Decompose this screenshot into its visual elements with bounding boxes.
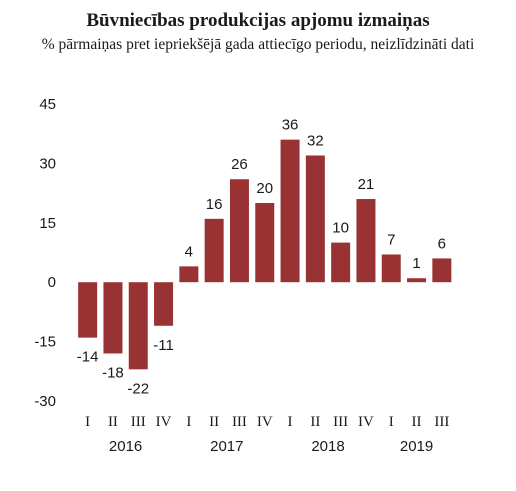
x-tick-label: I [389,414,394,430]
x-tick-label: III [131,414,146,430]
x-tick-label: I [85,414,90,430]
data-label: 26 [231,156,248,173]
data-label: 36 [282,117,299,134]
y-axis: 45 30 15 0 -15 -30 [34,96,56,410]
bar [103,282,123,354]
x-tick-label: II [108,414,118,430]
year-label: 2019 [400,438,433,455]
x-tick-label: IV [257,414,273,430]
x-tick-label: II [412,414,422,430]
bar [331,242,351,283]
x-tick-label: II [209,414,219,430]
data-label: 21 [358,176,375,193]
bar [356,199,376,283]
year-label: 2018 [311,438,344,455]
data-label: 4 [185,243,193,260]
data-label: 16 [206,196,223,213]
data-label: -11 [153,337,174,354]
x-tick-label: III [434,414,449,430]
y-tick-label: 15 [39,215,56,232]
data-label: -22 [127,380,149,397]
y-tick-label: -15 [34,334,56,351]
x-tick-label: I [288,414,293,430]
y-tick-label: 30 [39,155,56,172]
y-tick-label: 0 [48,274,56,291]
chart-subtitle: % pārmaiņas pret iepriekšējā gada attiec… [41,36,475,53]
x-tick-label: IV [358,414,374,430]
x-tick-label: III [333,414,348,430]
x-tick-label: I [186,414,191,430]
x-tick-label: IV [156,414,172,430]
bar [179,266,199,283]
data-label: 6 [438,235,446,252]
data-label: -18 [102,364,124,381]
data-label: 32 [307,132,324,149]
data-label: 20 [256,180,273,197]
year-label: 2017 [210,438,243,455]
bar [128,282,148,370]
bar [432,258,452,283]
bars-group [78,139,452,370]
bar [78,282,98,338]
data-label: 10 [332,220,349,237]
bar [154,282,174,326]
bar [229,179,249,283]
bar [280,139,300,283]
data-label: -14 [77,349,99,366]
y-tick-label: -30 [34,393,56,410]
year-label: 2016 [109,438,142,455]
chart-title: Būvniecības produkcijas apjomu izmaiņas [86,10,430,31]
x-tick-label: II [310,414,320,430]
y-tick-label: 45 [39,96,56,113]
data-label: 1 [412,255,420,272]
bar [204,218,224,283]
bar [255,203,275,283]
bar [381,254,401,283]
bar [407,278,427,283]
x-tick-label: III [232,414,247,430]
data-label: 7 [387,231,395,248]
bar [305,155,325,283]
